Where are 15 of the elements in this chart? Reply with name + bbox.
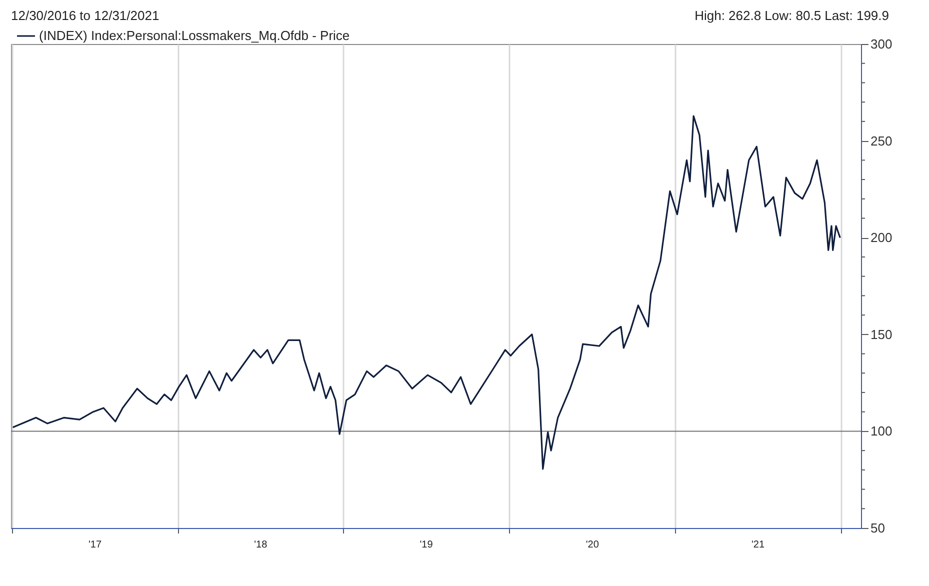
x-tick-label: '18 bbox=[254, 540, 268, 550]
chart-title: 12/30/2016 to 12/31/2021 bbox=[11, 8, 160, 23]
x-tick-label: '19 bbox=[420, 540, 434, 550]
text: High: 262.8 Low: 80.5 Last: 199.9 bbox=[694, 8, 889, 23]
y-tick-label: 150 bbox=[870, 326, 892, 342]
y-tick-label: 50 bbox=[870, 520, 885, 536]
y-tick-label: 300 bbox=[870, 36, 892, 52]
legend-label: (INDEX) Index:Personal:Lossmakers_Mq.Ofdb - Price bbox=[39, 28, 350, 43]
x-tick-label: '17 bbox=[88, 540, 102, 550]
x-tick-label: '20 bbox=[586, 540, 600, 550]
x-tick-label: '21 bbox=[752, 540, 765, 550]
line-series bbox=[12, 115, 841, 470]
y-tick-label: 200 bbox=[870, 230, 892, 246]
y-tick-label: 100 bbox=[870, 424, 892, 439]
y-tick-label: 250 bbox=[870, 133, 892, 148]
